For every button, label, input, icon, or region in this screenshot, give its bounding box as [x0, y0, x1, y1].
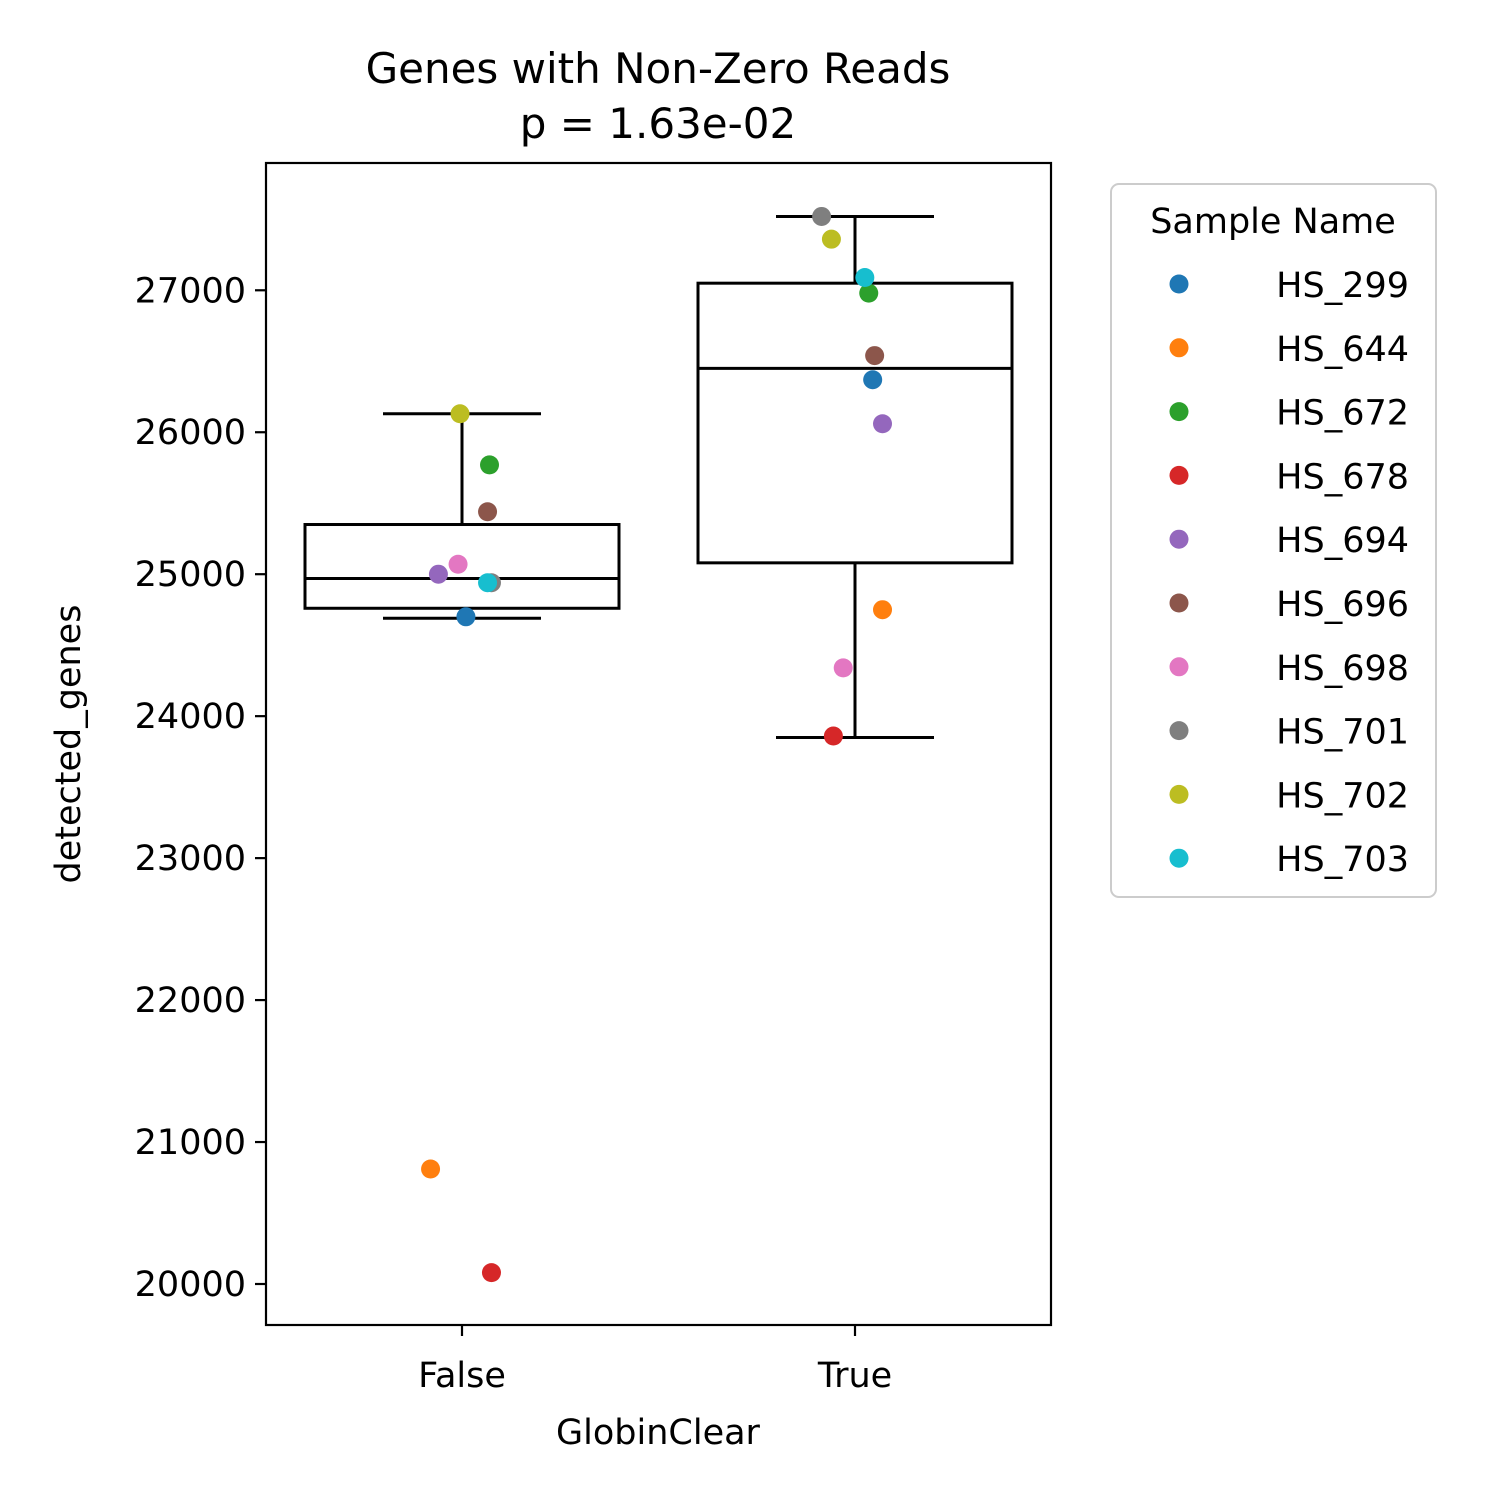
legend-entry: HS_703 — [1169, 840, 1409, 880]
box-plots — [303, 214, 1014, 739]
point-hs-702 — [821, 229, 841, 249]
legend-marker — [1169, 338, 1189, 358]
point-hs-703 — [855, 268, 875, 288]
iqr-box — [696, 281, 1014, 565]
legend-entry: HS_702 — [1169, 776, 1409, 816]
legend-entry: HS_698 — [1169, 649, 1409, 689]
point-hs-644 — [873, 600, 893, 620]
y-tick-label: 22000 — [135, 981, 246, 1021]
x-axis-label: GlobinClear — [556, 1413, 761, 1453]
y-tick-label: 20000 — [135, 1265, 246, 1305]
legend-entry: HS_694 — [1169, 521, 1409, 561]
point-hs-698 — [833, 658, 853, 678]
legend-entry: HS_701 — [1169, 713, 1409, 753]
legend-label: HS_698 — [1276, 649, 1409, 689]
legend-entry: HS_644 — [1169, 330, 1409, 370]
legend-label: HS_678 — [1276, 457, 1409, 497]
legend-marker — [1169, 593, 1189, 613]
legend-label: HS_696 — [1276, 585, 1409, 625]
legend-marker — [1169, 402, 1189, 422]
y-axis-label: detected_genes — [49, 605, 89, 884]
point-hs-703 — [478, 573, 498, 593]
legend-title: Sample Name — [1150, 202, 1396, 242]
point-hs-696 — [865, 346, 885, 366]
legend-entry: HS_672 — [1169, 394, 1409, 434]
y-tick-label: 26000 — [135, 413, 246, 453]
point-hs-701 — [812, 206, 832, 226]
point-hs-672 — [859, 283, 879, 303]
point-hs-299 — [863, 370, 883, 390]
y-tick-label: 24000 — [135, 697, 246, 737]
legend-marker — [1169, 465, 1189, 485]
legend-marker — [1169, 848, 1189, 868]
legend-label: HS_694 — [1276, 521, 1409, 561]
legend-marker — [1169, 784, 1189, 804]
point-hs-694 — [873, 414, 893, 434]
x-axis-ticks: False True — [418, 1325, 892, 1396]
point-hs-644 — [421, 1159, 441, 1179]
legend-label: HS_644 — [1276, 330, 1409, 370]
legend-label: HS_672 — [1276, 394, 1409, 434]
x-tick-label: False — [418, 1356, 506, 1396]
legend-label: HS_299 — [1276, 266, 1409, 306]
chart-title: Genes with Non-Zero Reads — [366, 44, 951, 93]
plot-frame — [264, 161, 1053, 1327]
point-hs-696 — [478, 502, 498, 522]
y-axis-ticks: 20000 21000 22000 23000 24000 25000 26000 27000 — [135, 271, 266, 1305]
strip-points — [421, 206, 893, 1283]
legend-label: HS_702 — [1276, 776, 1409, 816]
legend-entry: HS_696 — [1169, 585, 1409, 625]
y-tick-label: 27000 — [135, 271, 246, 311]
point-hs-672 — [480, 455, 500, 475]
point-hs-702 — [450, 404, 470, 424]
point-hs-694 — [428, 564, 448, 584]
legend-label: HS_703 — [1276, 840, 1409, 880]
legend: Sample Name HS_299 HS_644 HS_672 HS_678 HS_6… — [1110, 183, 1437, 898]
chart-subtitle: p = 1.63e-02 — [520, 99, 797, 148]
legend-marker — [1169, 721, 1189, 741]
y-tick-label: 25000 — [135, 555, 246, 595]
legend-entry: HS_678 — [1169, 457, 1409, 497]
point-hs-698 — [448, 554, 468, 574]
legend-marker — [1169, 274, 1189, 294]
legend-label: HS_701 — [1276, 713, 1409, 753]
y-tick-label: 23000 — [135, 839, 246, 879]
legend-box — [1110, 183, 1437, 898]
box-true — [696, 214, 1014, 739]
x-tick-label: True — [817, 1356, 892, 1396]
legend-marker — [1169, 657, 1189, 677]
point-hs-678 — [823, 726, 843, 746]
legend-entries: HS_299 HS_644 HS_672 HS_678 HS_694 HS_696 HS_6… — [1169, 266, 1409, 880]
point-hs-678 — [481, 1263, 501, 1283]
point-hs-299 — [456, 607, 476, 627]
legend-marker — [1169, 529, 1189, 549]
y-tick-label: 21000 — [135, 1123, 246, 1163]
legend-entry: HS_299 — [1169, 266, 1409, 306]
box-false — [303, 412, 621, 620]
